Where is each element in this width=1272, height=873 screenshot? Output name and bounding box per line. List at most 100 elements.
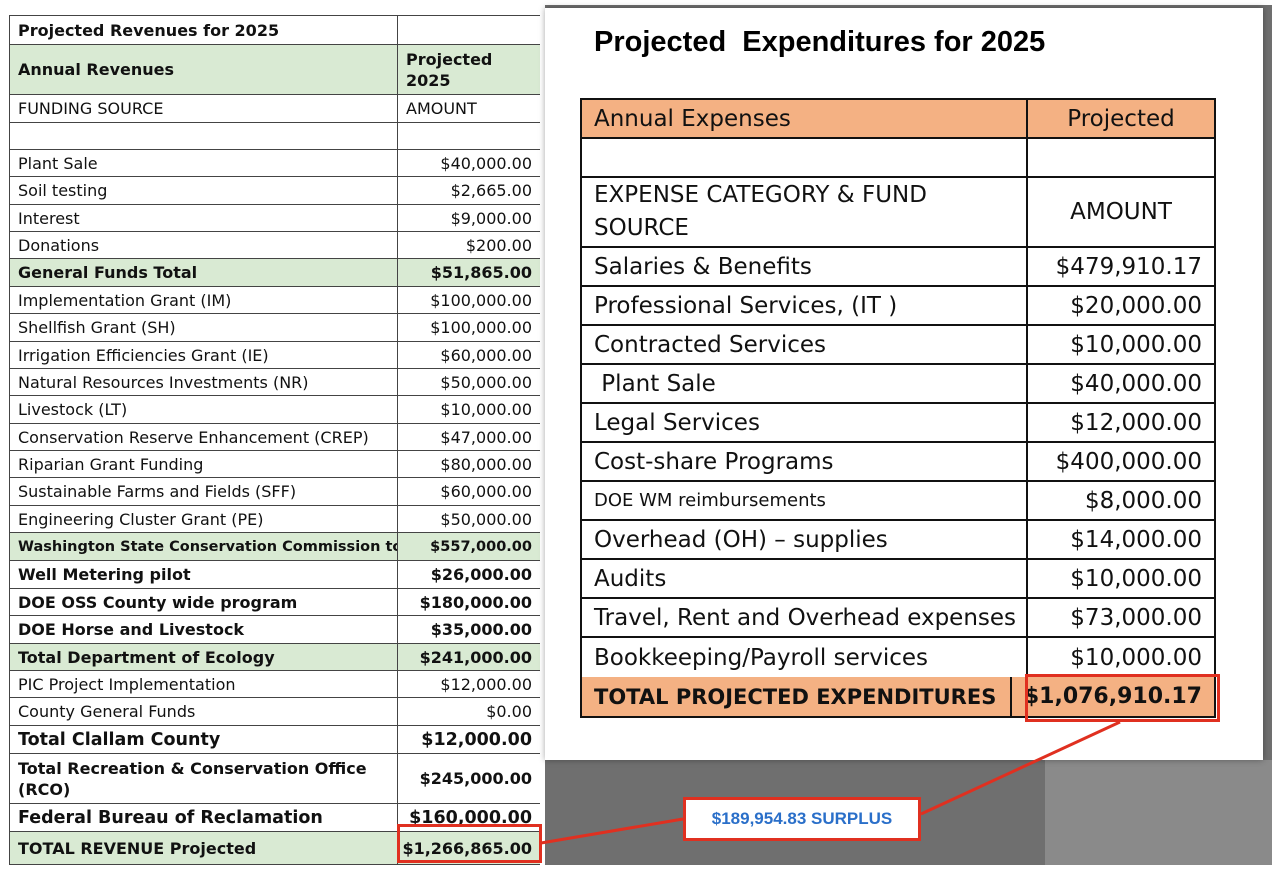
expenditure-row: Legal Services $12,000.00 — [582, 404, 1214, 443]
revenue-title-row: Projected Revenues for 2025 — [9, 16, 540, 45]
expenditure-row-label: Travel, Rent and Overhead expenses — [582, 599, 1028, 636]
revenue-row-value: $241,000.00 — [419, 647, 532, 667]
revenue-row: Shellfish Grant (SH) $100,000.00 — [9, 314, 540, 342]
revenue-row-value: $80,000.00 — [440, 454, 532, 474]
expense-category-label: EXPENSE CATEGORY & FUND SOURCE — [582, 178, 1028, 246]
expenditure-row-value: $10,000.00 — [1070, 644, 1202, 671]
revenue-row: PIC Project Implementation $12,000.00 — [9, 671, 540, 698]
amount-label: AMOUNT — [406, 99, 477, 118]
revenue-row-label: Engineering Cluster Grant (PE) — [9, 506, 398, 532]
revenue-row: DOE Horse and Livestock $35,000.00 — [9, 616, 540, 644]
revenue-row-value: $200.00 — [465, 235, 532, 255]
revenue-row: Natural Resources Investments (NR) $50,00… — [9, 369, 540, 396]
total-expenditures-label: TOTAL PROJECTED EXPENDITURES — [582, 677, 1012, 716]
revenue-subheader-row: FUNDING SOURCE AMOUNT — [9, 95, 540, 123]
revenue-row-label: Sustainable Farms and Fields (SFF) — [9, 478, 398, 505]
revenue-row-value: $100,000.00 — [430, 318, 532, 337]
revenue-row-value: $180,000.00 — [419, 592, 532, 612]
expenditure-row: Plant Sale $40,000.00 — [582, 365, 1214, 404]
expenditure-row-label: Bookkeeping/Payroll services — [582, 638, 1028, 677]
expenditure-row-value: $479,910.17 — [1055, 253, 1202, 280]
expenditure-row: Contracted Services $10,000.00 — [582, 326, 1214, 365]
revenue-header-label: Annual Revenues — [9, 45, 398, 94]
expenditure-row: DOE WM reimbursements $8,000.00 — [582, 482, 1214, 521]
revenue-row-value: $245,000.00 — [419, 769, 532, 788]
expenditure-row-label: DOE WM reimbursements — [582, 482, 1028, 519]
expenditure-total-highlight — [1025, 674, 1220, 722]
funding-source-label: FUNDING SOURCE — [9, 95, 398, 122]
revenue-blank-row — [9, 123, 540, 150]
expenditure-row-label: Cost-share Programs — [582, 443, 1028, 480]
revenue-row: Livestock (LT) $10,000.00 — [9, 396, 540, 424]
revenue-row-label: Riparian Grant Funding — [9, 451, 398, 477]
expense-amount-label: AMOUNT — [1070, 198, 1172, 225]
expenditure-table: Annual Expenses Projected EXPENSE CATEGO… — [580, 98, 1216, 718]
revenue-row-label: PIC Project Implementation — [9, 671, 398, 697]
revenue-row-label: Livestock (LT) — [9, 396, 398, 423]
revenue-row-label: Washington State Conservation Commission… — [9, 533, 398, 560]
revenue-row-value: $1,266,865.00 — [402, 838, 532, 858]
revenue-row-value: $47,000.00 — [440, 427, 532, 447]
revenue-row-label: Plant Sale — [9, 150, 398, 176]
expenditure-row-label: Legal Services — [582, 404, 1028, 441]
revenue-row-value: $0.00 — [486, 702, 532, 721]
expenditure-row-value: $40,000.00 — [1070, 370, 1202, 397]
expenditure-row-label: Contracted Services — [582, 326, 1028, 363]
projected-label: Projected — [1067, 105, 1175, 132]
revenue-row-value: $60,000.00 — [440, 482, 532, 501]
revenue-row-value: $100,000.00 — [430, 290, 532, 310]
revenue-table-top-border — [9, 15, 540, 16]
revenue-row-label: Conservation Reserve Enhancement (CREP) — [9, 424, 398, 450]
revenue-row-label: DOE Horse and Livestock — [9, 616, 398, 643]
expenditure-row: Cost-share Programs $400,000.00 — [582, 443, 1214, 482]
expenditure-row-value: $14,000.00 — [1070, 526, 1202, 553]
revenue-row-label: Implementation Grant (IM) — [9, 287, 398, 313]
expenditure-blank-row — [582, 139, 1214, 178]
revenue-row: Irrigation Efficiencies Grant (IE) $60,00… — [9, 342, 540, 369]
revenue-row: Interest $9,000.00 — [9, 205, 540, 232]
revenue-row-label: Well Metering pilot — [9, 561, 398, 588]
revenue-row-value: $10,000.00 — [440, 400, 532, 419]
expenditure-row: Audits $10,000.00 — [582, 560, 1214, 599]
revenue-header-row: Annual Revenues Projected 2025 — [9, 45, 540, 95]
revenue-row: Sustainable Farms and Fields (SFF) $60,00… — [9, 478, 540, 506]
revenue-row: Riparian Grant Funding $80,000.00 — [9, 451, 540, 478]
expenditure-row-value: $73,000.00 — [1070, 604, 1202, 631]
expenditure-row: Bookkeeping/Payroll services $10,000.00 — [582, 638, 1214, 677]
revenue-row: TOTAL REVENUE Projected $1,266,865.00 — [9, 832, 540, 865]
revenue-row-value: $9,000.00 — [450, 208, 532, 228]
revenue-row: Engineering Cluster Grant (PE) $50,000.00 — [9, 506, 540, 533]
expenditure-row-value: $10,000.00 — [1070, 565, 1202, 592]
expenditure-total-row: TOTAL PROJECTED EXPENDITURES $1,076,910.… — [582, 677, 1214, 716]
expenditure-shadow-corner — [1045, 760, 1272, 865]
revenue-row: Donations $200.00 — [9, 232, 540, 259]
surplus-callout: $189,954.83 SURPLUS — [683, 797, 921, 841]
expenditure-header-row: Annual Expenses Projected — [582, 100, 1214, 139]
revenue-row-value: $26,000.00 — [430, 565, 532, 584]
revenue-row-value: $50,000.00 — [440, 509, 532, 529]
revenue-row-label: Natural Resources Investments (NR) — [9, 369, 398, 395]
revenue-row-value: $50,000.00 — [440, 372, 532, 392]
expenditure-rows: Salaries & Benefits $479,910.17 Profession… — [582, 248, 1214, 677]
revenue-row-label: Soil testing — [9, 177, 398, 204]
revenue-title-blank — [398, 16, 540, 44]
revenue-row-label: Donations — [9, 232, 398, 258]
expenditure-row-label: Professional Services, (IT ) — [582, 287, 1028, 324]
revenue-row: Federal Bureau of Reclamation $160,000.00 — [9, 804, 540, 832]
revenue-row-value: $12,000.00 — [440, 674, 532, 694]
revenue-row: Washington State Conservation Commission… — [9, 533, 540, 561]
revenue-row-value: $12,000.00 — [421, 729, 532, 750]
expenditure-row: Salaries & Benefits $479,910.17 — [582, 248, 1214, 287]
revenue-row: Total Department of Ecology $241,000.00 — [9, 644, 540, 671]
revenue-row-label: General Funds Total — [9, 259, 398, 286]
expenditure-row: Travel, Rent and Overhead expenses $73,00… — [582, 599, 1214, 638]
revenue-row-label: TOTAL REVENUE Projected — [9, 832, 398, 864]
expenditure-row-label: Audits — [582, 560, 1028, 597]
revenue-row-value: $2,665.00 — [450, 181, 532, 200]
revenue-row: Soil testing $2,665.00 — [9, 177, 540, 205]
revenue-row-value: $40,000.00 — [440, 153, 532, 173]
expenditure-row: Professional Services, (IT ) $20,000.00 — [582, 287, 1214, 326]
expenditure-row-label: Salaries & Benefits — [582, 248, 1028, 285]
revenue-row: Total Recreation & Conservation Office (… — [9, 754, 540, 804]
expenditure-row-value: $12,000.00 — [1070, 409, 1202, 436]
